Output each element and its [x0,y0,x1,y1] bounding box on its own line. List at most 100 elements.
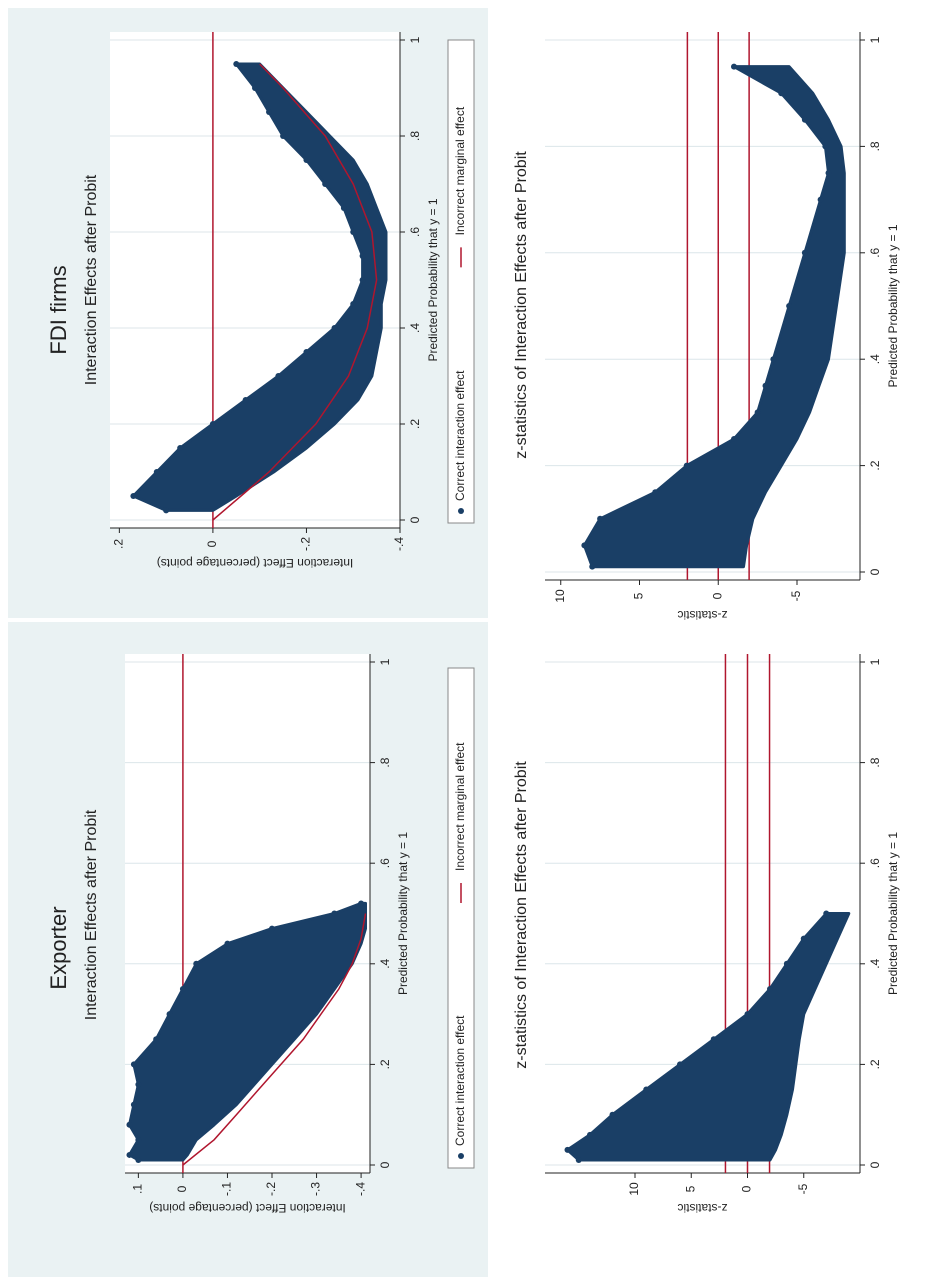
y-axis-label: z-statistic [677,608,727,622]
x-axis-label: Predicted Probability that y = 1 [886,224,900,387]
x-tick-label: .6 [408,227,422,237]
scatter-point [597,515,604,522]
chart-title: z-statistics of Interaction Effects afte… [513,151,530,459]
scatter-point [817,196,824,203]
scatter-point [731,436,737,442]
scatter-point [177,445,184,451]
y-tick-label: .2 [112,539,126,549]
scatter-point [130,493,137,499]
y-axis-label: Interaction Effect (percentage points) [149,1201,346,1215]
chart-3: 0 .2 .4 .6 .8 1 .2 0 -.2 -.4 Interaction Effects a… [83,32,475,570]
scatter-point [731,63,737,70]
scatter-point [340,205,347,211]
scatter-point [224,940,231,947]
x-tick-label: 0 [868,568,882,575]
scatter-point [767,985,773,992]
scatter-point [269,925,275,932]
chart-1: 0 .2 .4 .6 .8 1 .1 0 -.1 -.2 -.3 -.4 Interaction Eff… [83,654,475,1215]
scatter-point [652,489,659,496]
y-tick-label: 10 [627,1182,641,1196]
scatter-point [280,133,287,139]
scatter-point [350,229,357,235]
y-tick-label: .1 [131,1184,145,1194]
x-tick-label: .8 [378,757,392,767]
scatter-point [233,61,240,67]
scatter-point [135,1156,142,1163]
x-tick-label: 1 [408,36,422,43]
scatter-point [778,90,785,97]
scatter-point [153,469,160,475]
scatter-point [252,85,258,91]
y-tick-label: 0 [740,1185,754,1192]
legend: Correct interaction effect Incorrect marg… [447,39,475,524]
legend-marker-points [458,1153,464,1159]
x-tick-label: .4 [868,354,882,364]
x-tick-label: 0 [868,1161,882,1168]
scatter-point [209,421,216,427]
legend-marker-points [458,508,464,514]
y-tick-label: -.3 [309,1182,323,1196]
y-tick-label: 0 [175,1185,189,1192]
chart-title: Interaction Effects after Probit [83,174,100,385]
x-tick-label: 1 [378,658,392,665]
scatter-point [683,462,690,469]
scatter-point [126,1151,133,1158]
y-tick-label: 0 [710,592,724,599]
scatter-point [179,985,186,992]
y-tick-label: -.2 [264,1182,278,1196]
x-axis-label: Predicted Probability that y = 1 [396,832,410,995]
scatter-point [823,910,830,917]
scatter-point [266,109,273,115]
scatter-point [359,253,366,259]
scatter-cloud [582,65,846,569]
scatter-point [359,277,366,283]
x-tick-label: .8 [868,141,882,151]
scatter-point [303,349,310,355]
scatter-point [193,960,200,967]
x-axis-label: Predicted Probability that y = 1 [426,198,440,361]
y-tick-label: 10 [553,589,567,603]
y-tick-label: -.1 [220,1182,234,1196]
scatter-point [710,1036,717,1043]
y-tick-label: 5 [683,1185,697,1192]
marginal-effect-line [182,913,367,1166]
legend-box [447,39,475,524]
scatter-point [581,542,588,549]
y-tick-label: -5 [789,590,803,601]
x-tick-label: 0 [378,1161,392,1168]
x-tick-label: 1 [868,658,882,665]
x-tick-label: .6 [378,858,392,868]
x-tick-label: .2 [378,1059,392,1069]
scatter-point [564,1146,571,1153]
scatter-point [754,409,761,416]
x-tick-label: .4 [408,323,422,333]
x-tick-label: .2 [868,460,882,470]
group-label: FDI firms [46,265,71,354]
scatter-point [575,1156,582,1163]
scatter-point [677,1061,683,1068]
scatter-point [801,116,808,123]
x-tick-label: .6 [868,247,882,257]
chart-2: 0 .2 .4 .6 .8 1 10 5 0 -5 z-statistics of Interact… [513,654,900,1215]
scatter-point [786,303,793,309]
x-tick-label: .8 [868,757,882,767]
y-tick-label: -5 [796,1183,810,1194]
scatter-point [303,157,310,163]
chart-title: Interaction Effects after Probit [83,809,100,1020]
legend-label: Correct interaction effect [453,370,467,501]
y-axis-label: Interaction Effect (percentage points) [157,556,354,570]
x-axis-label: Predicted Probability that y = 1 [886,832,900,995]
scatter-point [275,373,282,379]
x-tick-label: 0 [408,516,422,523]
scatter-point [163,507,170,514]
scatter-point [744,1011,751,1018]
scatter-point [331,910,338,917]
scatter-point [825,170,832,176]
x-tick-label: .2 [868,1059,882,1069]
y-axis-label: z-statistic [677,1201,727,1215]
y-tick-label: -.4 [392,537,406,551]
scatter-point [783,960,790,967]
scatter-point [762,382,769,389]
scatter-point [350,301,357,307]
